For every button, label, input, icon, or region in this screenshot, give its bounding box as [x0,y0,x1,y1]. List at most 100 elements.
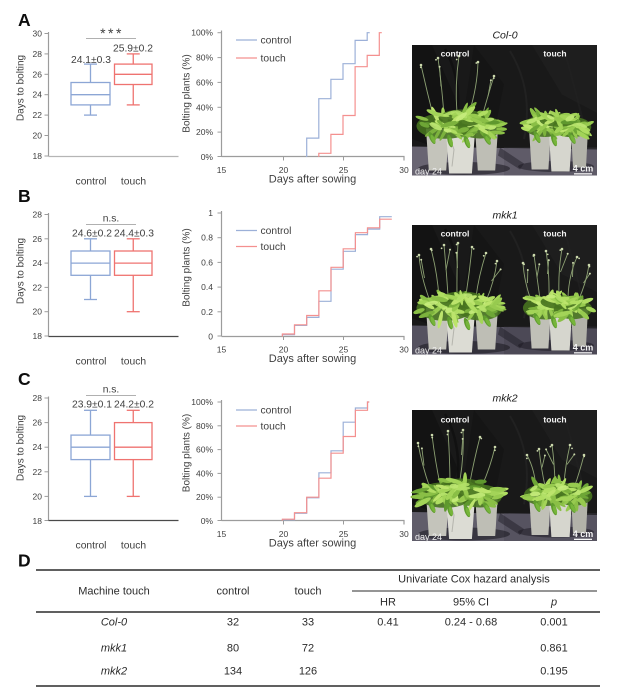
svg-text:18: 18 [33,331,43,341]
svg-text:26: 26 [33,418,43,428]
svg-text:control: control [441,415,470,425]
svg-text:0.2: 0.2 [201,307,213,317]
svg-text:26: 26 [33,69,43,79]
svg-text:15: 15 [217,345,227,355]
svg-text:0.41: 0.41 [377,617,398,629]
svg-text:30: 30 [399,529,409,539]
svg-text:HR: HR [380,597,396,609]
svg-text:touch: touch [261,54,286,65]
svg-text:Univariate Cox hazard analysis: Univariate Cox hazard analysis [398,574,550,586]
svg-text:touch: touch [261,242,286,253]
svg-text:30: 30 [33,29,43,39]
svg-text:control: control [261,406,292,417]
svg-text:30: 30 [399,345,409,355]
svg-text:28: 28 [33,393,43,403]
svg-text:20: 20 [33,491,43,501]
svg-text:0.001: 0.001 [540,617,568,629]
svg-text:25: 25 [339,165,349,175]
svg-text:A: A [18,10,31,30]
svg-text:0.195: 0.195 [540,666,568,678]
svg-text:0.861: 0.861 [540,643,568,655]
svg-text:Bolting plants (%): Bolting plants (%) [182,54,193,132]
svg-text:p: p [550,597,557,609]
svg-text:20: 20 [33,307,43,317]
svg-text:D: D [18,551,31,571]
svg-text:touch: touch [121,541,146,552]
svg-text:day 24: day 24 [415,532,442,542]
svg-text:touch: touch [543,229,566,239]
svg-text:24: 24 [33,90,43,100]
svg-text:20: 20 [279,165,289,175]
svg-text:Bolting plants (%): Bolting plants (%) [182,414,193,492]
svg-text:Days after sowing: Days after sowing [269,174,356,186]
svg-text:24.2±0.2: 24.2±0.2 [114,400,154,411]
svg-text:134: 134 [224,666,242,678]
svg-text:day 24: day 24 [415,345,442,355]
svg-text:15: 15 [217,529,227,539]
svg-text:touch: touch [121,177,146,188]
svg-text:mkk1: mkk1 [492,210,517,222]
svg-text:touch: touch [121,357,146,368]
svg-text:4 cm: 4 cm [573,163,594,173]
svg-text:20%: 20% [196,127,213,137]
svg-text:22: 22 [33,467,43,477]
svg-text:80%: 80% [196,421,213,431]
svg-text:20%: 20% [196,492,213,502]
svg-text:Days after sowing: Days after sowing [269,353,356,365]
svg-text:25: 25 [339,345,349,355]
svg-text:28: 28 [33,49,43,59]
svg-text:4 cm: 4 cm [573,529,594,539]
svg-text:24: 24 [33,442,43,452]
svg-text:20: 20 [279,345,289,355]
svg-text:touch: touch [295,586,322,598]
svg-text:Days after sowing: Days after sowing [269,538,356,550]
svg-text:control: control [441,229,470,239]
svg-text:22: 22 [33,110,43,120]
svg-text:Days to bolting: Days to bolting [16,55,27,121]
svg-text:20: 20 [33,131,43,141]
svg-text:0%: 0% [201,516,214,526]
svg-text:40%: 40% [196,468,213,478]
svg-text:25: 25 [339,529,349,539]
svg-text:22: 22 [33,282,43,292]
svg-text:1: 1 [208,208,213,218]
svg-text:60%: 60% [196,445,213,455]
svg-text:control: control [76,177,107,188]
svg-text:0.4: 0.4 [201,282,213,292]
svg-text:Days to bolting: Days to bolting [16,238,27,304]
svg-text:Col-0: Col-0 [492,30,517,42]
svg-text:30: 30 [399,165,409,175]
svg-text:touch: touch [261,422,286,433]
svg-text:25.9±0.2: 25.9±0.2 [113,44,153,55]
svg-text:control: control [441,49,470,59]
svg-text:24.1±0.3: 24.1±0.3 [71,55,111,66]
svg-text:32: 32 [227,617,239,629]
svg-text:26: 26 [33,234,43,244]
svg-text:mkk1: mkk1 [101,643,127,655]
svg-text:18: 18 [33,151,43,161]
svg-text:Col-0: Col-0 [101,617,128,629]
svg-text:95% CI: 95% CI [453,597,489,609]
svg-text:24: 24 [33,258,43,268]
svg-text:0: 0 [208,332,213,342]
svg-text:n.s.: n.s. [103,385,120,396]
svg-text:80%: 80% [196,53,213,63]
svg-text:control: control [76,541,107,552]
svg-text:28: 28 [33,210,43,220]
svg-text:day 24: day 24 [415,166,442,176]
svg-text:20: 20 [279,529,289,539]
svg-text:33: 33 [302,617,314,629]
svg-text:100%: 100% [191,28,213,38]
svg-text:B: B [18,186,31,206]
svg-text:Bolting plants (%): Bolting plants (%) [182,228,193,306]
svg-text:control: control [261,36,292,47]
svg-text:72: 72 [302,643,314,655]
svg-text:0%: 0% [201,152,214,162]
svg-text:control: control [261,226,292,237]
svg-text:n.s.: n.s. [103,214,120,225]
svg-text:touch: touch [543,415,566,425]
svg-text:***: *** [100,25,124,41]
svg-text:126: 126 [299,666,317,678]
svg-text:23.9±0.1: 23.9±0.1 [72,400,112,411]
svg-text:100%: 100% [191,397,213,407]
